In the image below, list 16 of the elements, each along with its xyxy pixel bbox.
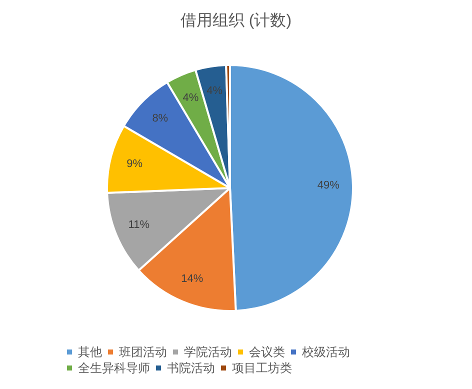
legend-label: 会议类 <box>249 345 285 359</box>
data-label: 4% <box>182 92 199 104</box>
data-label: 14% <box>181 272 204 285</box>
legend-label: 班团活动 <box>119 345 167 359</box>
data-label: 8% <box>152 112 168 125</box>
legend-label: 其他 <box>78 345 102 359</box>
legend-label: 项目工坊类 <box>232 361 292 375</box>
legend-label: 全生异科导师 <box>78 361 150 375</box>
legend-label: 学院活动 <box>184 345 232 359</box>
data-label: 9% <box>126 158 143 170</box>
data-label: 4% <box>206 84 223 97</box>
chart-title: 借用组织 (计数) <box>180 12 292 30</box>
legend-label: 校级活动 <box>301 345 350 359</box>
data-label: 11% <box>128 219 150 232</box>
data-label: 49% <box>317 180 340 192</box>
legend-label: 书院活动 <box>167 361 215 375</box>
